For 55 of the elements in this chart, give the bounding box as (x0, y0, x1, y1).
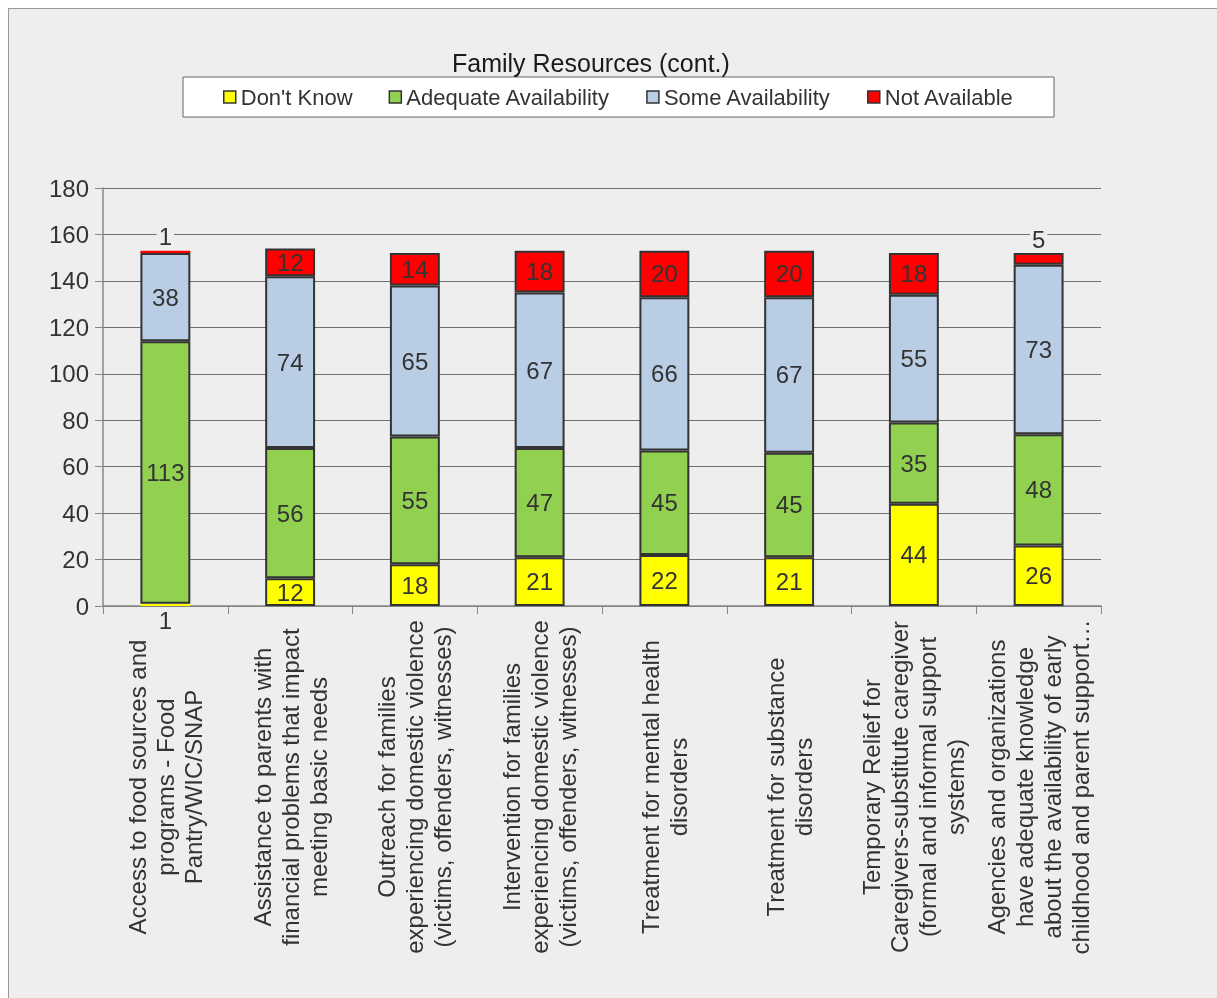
y-tick-label: 60 (62, 453, 89, 481)
y-tick-label: 140 (48, 267, 89, 295)
data-label: 18 (526, 258, 553, 286)
x-tick-label: Temporary Relief for Caregivers-substitute caregiver (formal and informal support systems) (858, 620, 970, 954)
x-tick-label: Intervention for families experiencing domestic violence (victims, offenders, witnesses) (498, 620, 582, 954)
data-label: 45 (651, 489, 678, 517)
chart-title: Family Resources (cont.) (452, 48, 730, 77)
data-label: 48 (1025, 476, 1052, 504)
data-label: 66 (651, 360, 678, 388)
x-tick-label: Treatment for substance disorders (761, 657, 817, 917)
x-tick-label: Treatment for mental health disorders (636, 640, 692, 934)
x-tick-label: Assistance to parents with financial problems that impact meeting basic needs (248, 627, 332, 946)
data-label: 67 (775, 361, 803, 389)
data-label: 12 (276, 248, 304, 276)
x-tick-label: Outreach for families experiencing domestic violence (victims, offenders, witnesses) (373, 620, 457, 954)
y-tick-label: 40 (62, 499, 89, 527)
data-label: 65 (401, 347, 429, 375)
data-label: 26 (1025, 562, 1052, 590)
x-tick-label: Agencies and organizations have adequate knowledge about the availability of early childhood and parent support… (983, 619, 1095, 955)
data-label: 5 (1031, 225, 1046, 253)
y-tick-label: 120 (48, 313, 89, 341)
data-label: 74 (276, 348, 304, 376)
data-label: 18 (900, 260, 928, 288)
legend-label: Not Available (884, 84, 1013, 110)
legend-label: Don't Know (240, 84, 353, 110)
data-label: 45 (775, 491, 803, 519)
data-label: 20 (651, 260, 678, 288)
x-tick-label: Access to food sources and programs - Food Pantry/WIC/SNAP (123, 639, 207, 935)
data-label: 47 (526, 489, 553, 517)
y-tick-label: 160 (48, 220, 89, 248)
data-label: 56 (276, 499, 304, 527)
data-label: 55 (900, 345, 928, 373)
data-label: 44 (900, 541, 928, 569)
data-label: 1 (158, 223, 173, 251)
data-label: 22 (651, 566, 678, 594)
data-label: 21 (526, 568, 553, 596)
data-label: 21 (775, 568, 803, 596)
data-label: 35 (900, 449, 928, 477)
data-label: 73 (1025, 335, 1052, 363)
data-label: 1 (158, 606, 173, 634)
y-tick-label: 180 (48, 174, 89, 202)
data-label: 12 (276, 578, 304, 606)
y-tick-label: 80 (62, 406, 89, 434)
y-tick-label: 100 (48, 360, 89, 388)
y-tick-label: 20 (62, 546, 89, 574)
data-label: 67 (526, 356, 553, 384)
y-tick-label: 0 (75, 592, 89, 620)
data-label: 113 (146, 458, 185, 486)
legend-label: Adequate Availability (406, 84, 609, 110)
data-label: 14 (401, 255, 429, 283)
data-label: 20 (775, 260, 803, 288)
legend-label: Some Availability (663, 84, 830, 110)
data-label: 38 (152, 283, 179, 311)
data-label: 55 (401, 486, 429, 514)
data-label: 18 (401, 571, 429, 599)
